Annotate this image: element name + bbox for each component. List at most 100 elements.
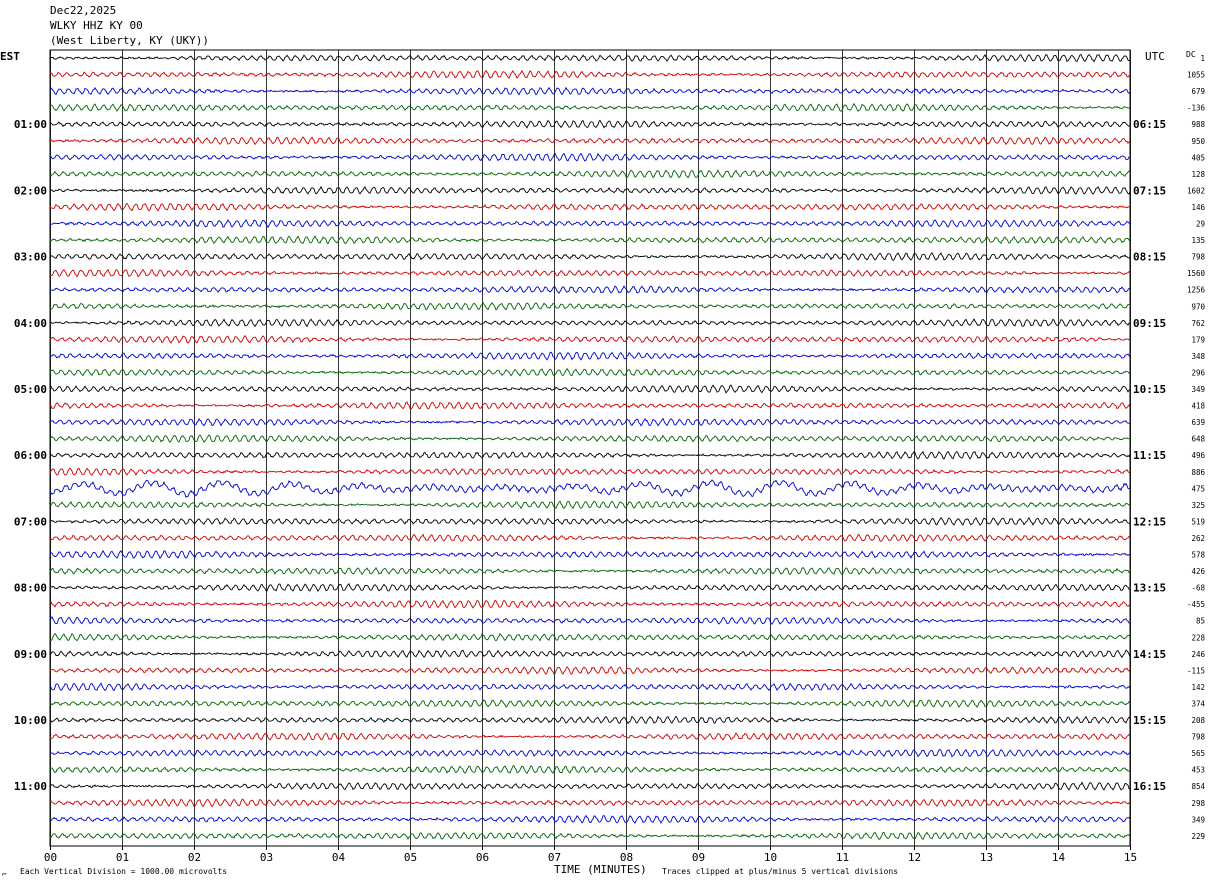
dc-offset-label: 262	[1191, 534, 1205, 543]
dc-offset-label: 950	[1191, 137, 1205, 146]
dc-offset-label: 246	[1191, 650, 1205, 659]
seismic-trace	[49, 251, 1131, 262]
est-hour-label: 09:00	[14, 648, 47, 661]
seismic-trace	[49, 434, 1130, 443]
dc-offset-label: 1256	[1187, 286, 1206, 295]
dc-offset-label: 29	[1196, 220, 1205, 229]
seismic-trace	[49, 632, 1131, 642]
dc-offset-label: 325	[1191, 501, 1205, 510]
seismic-trace	[49, 500, 1131, 510]
corner-mark-icon: ⌐	[2, 870, 7, 879]
seismic-trace	[49, 268, 1131, 278]
seismic-trace	[50, 831, 1131, 841]
seismic-trace	[49, 649, 1131, 659]
dc-offset-label: -68	[1191, 584, 1205, 593]
seismic-trace	[49, 136, 1131, 146]
dc-offset-label: 228	[1191, 633, 1205, 642]
dc-offset-label: 349	[1191, 815, 1205, 824]
seismic-trace	[49, 566, 1131, 576]
dc-offset-label: 798	[1191, 253, 1205, 262]
x-tick-label: 07	[548, 851, 561, 864]
est-hour-label: 03:00	[14, 251, 47, 264]
x-tick-label: 14	[1052, 851, 1066, 864]
utc-hour-label: 13:15	[1133, 582, 1166, 595]
est-hour-label: 04:00	[14, 317, 47, 330]
dc-offset-label: 208	[1191, 716, 1205, 725]
dc-offset-label: 886	[1191, 468, 1205, 477]
seismic-trace	[49, 450, 1131, 460]
dc-offset-label: 1055	[1187, 71, 1205, 80]
utc-hour-label: 15:15	[1133, 714, 1166, 727]
seismic-trace	[49, 169, 1131, 179]
x-tick-label: 05	[404, 851, 417, 864]
dc-offset-label: 418	[1191, 402, 1205, 411]
seismic-trace	[49, 318, 1131, 328]
x-tick-label: 11	[836, 851, 849, 864]
dc-offset-label: 854	[1191, 782, 1205, 791]
seismic-trace	[49, 351, 1131, 361]
seismic-trace	[49, 582, 1131, 592]
seismic-trace	[49, 119, 1131, 129]
x-tick-label: 13	[980, 851, 993, 864]
seismic-trace	[49, 715, 1131, 725]
seismic-trace	[49, 781, 1131, 791]
dc-offset-label: -136	[1187, 104, 1206, 113]
dc-label: DC	[1186, 50, 1196, 59]
x-tick-label: 01	[116, 851, 129, 864]
dc-offset-label: 565	[1191, 749, 1205, 758]
station-label: WLKY HHZ KY 00	[50, 19, 143, 32]
utc-hour-label: 16:15	[1133, 780, 1166, 793]
est-hour-label: 02:00	[14, 184, 47, 197]
seismic-trace	[49, 401, 1131, 410]
seismic-trace	[49, 699, 1131, 708]
dc-offset-label: 349	[1191, 385, 1205, 394]
dc-offset-label: 453	[1191, 766, 1205, 775]
dc-offset-label: 970	[1191, 302, 1205, 311]
x-tick-label: 03	[260, 851, 273, 864]
est-hour-label: 11:00	[14, 780, 47, 793]
x-tick-label: 00	[44, 851, 57, 864]
x-tick-label: 04	[332, 851, 346, 864]
seismic-trace	[49, 467, 1131, 476]
dc-offset-label: 348	[1191, 352, 1205, 361]
utc-hour-label: 14:15	[1133, 648, 1166, 661]
est-hour-label: 07:00	[14, 515, 47, 528]
dc-offset-label: 426	[1191, 567, 1205, 576]
x-tick-label: 15	[1124, 851, 1137, 864]
x-tick-label: 12	[908, 851, 921, 864]
dc-offset-label: 578	[1191, 551, 1205, 560]
location-label: (West Liberty, KY (UKY))	[50, 34, 209, 47]
dc-offset-label: 496	[1191, 451, 1205, 460]
est-axis-label: EST	[0, 50, 20, 63]
date-label: Dec22,2025	[50, 4, 117, 17]
seismic-trace	[49, 102, 1131, 112]
seismic-trace	[49, 798, 1131, 808]
seismic-trace	[49, 152, 1131, 162]
dc-offset-label: 1	[1200, 54, 1205, 63]
seismic-trace	[49, 533, 1131, 543]
utc-hour-label: 10:15	[1133, 383, 1166, 396]
clip-note: Traces clipped at plus/minus 5 vertical …	[662, 867, 899, 876]
x-axis-title: TIME (MINUTES)	[554, 863, 647, 876]
dc-offset-label: 229	[1191, 832, 1205, 841]
dc-offset-label: 296	[1191, 368, 1205, 377]
seismic-trace	[49, 549, 1131, 560]
dc-offset-label: 146	[1191, 203, 1205, 212]
x-tick-label: 06	[476, 851, 489, 864]
seismic-trace	[49, 384, 1131, 394]
x-tick-label: 08	[620, 851, 633, 864]
utc-hour-label: 06:15	[1133, 118, 1166, 131]
dc-offset-label: 405	[1191, 153, 1205, 162]
x-tick-label: 02	[188, 851, 201, 864]
dc-offset-label: 648	[1191, 435, 1205, 444]
x-tick-label: 10	[764, 851, 777, 864]
dc-offset-label: 179	[1191, 335, 1205, 344]
dc-offset-label: 798	[1191, 733, 1205, 742]
seismic-trace	[49, 334, 1130, 344]
seismic-trace	[49, 69, 1131, 79]
seismic-trace	[49, 285, 1131, 294]
seismic-trace	[49, 765, 1131, 775]
dc-offset-label: 1602	[1187, 186, 1205, 195]
dc-offset-label: 679	[1191, 87, 1205, 96]
